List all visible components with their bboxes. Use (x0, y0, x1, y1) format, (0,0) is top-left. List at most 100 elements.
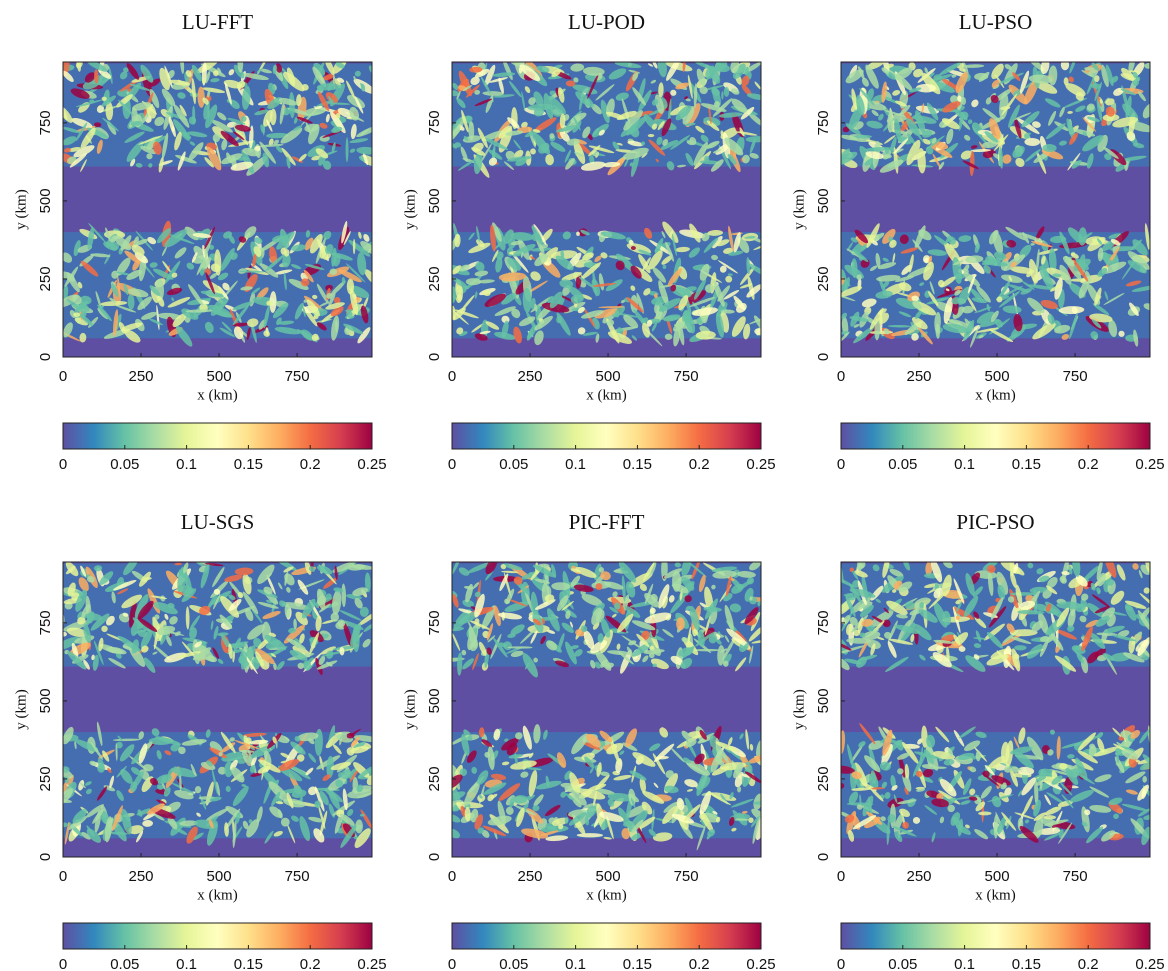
field-streak (901, 741, 919, 764)
field-streak (913, 115, 937, 124)
field-streak (81, 603, 91, 619)
field-streak (86, 828, 102, 843)
field-streak (512, 243, 536, 257)
field-streak (648, 652, 655, 659)
field-streak (300, 278, 310, 287)
field-streak (694, 278, 707, 300)
field-streak (699, 790, 712, 815)
field-streak (204, 157, 214, 168)
field-streak (465, 278, 482, 286)
field-streak (179, 820, 198, 827)
field-streak (663, 801, 678, 813)
field-streak (1067, 110, 1073, 114)
field-streak (147, 803, 165, 815)
field-streak (137, 296, 152, 311)
field-streak (1040, 62, 1050, 75)
field-streak (650, 658, 669, 670)
field-streak (595, 84, 615, 101)
field-streak (498, 272, 527, 282)
field-streak (554, 660, 570, 668)
field-streak (724, 137, 744, 156)
field-streak (904, 763, 910, 779)
field-streak (181, 739, 207, 746)
field-streak (670, 135, 691, 150)
field-streak (913, 68, 923, 78)
field-streak (1073, 259, 1089, 282)
field-streak (329, 102, 351, 105)
field-streak (149, 262, 158, 268)
field-streak (1033, 799, 1041, 817)
field-streak (364, 269, 372, 286)
field-streak (533, 618, 542, 626)
field-streak (892, 252, 896, 263)
field-streak (63, 767, 73, 779)
field-streak (741, 810, 748, 814)
field-streak (750, 815, 760, 828)
field-streak (473, 152, 483, 175)
field-streak (583, 630, 595, 650)
field-streak (1049, 284, 1063, 292)
field-streak (898, 282, 912, 292)
field-streak (1056, 735, 1061, 760)
field-streak (670, 284, 677, 292)
field-streak (159, 67, 171, 91)
field-streak (229, 99, 240, 110)
field-streak (506, 598, 528, 607)
field-streak (1120, 88, 1137, 96)
field-streak (963, 264, 970, 272)
field-streak (1046, 792, 1065, 804)
field-streak (1089, 804, 1112, 813)
field-streak (666, 62, 681, 81)
x-tick-label: 0 (837, 368, 845, 385)
x-tick-label: 500 (207, 868, 232, 885)
field-streak (861, 298, 877, 308)
field-streak (997, 285, 1009, 299)
field-streak (942, 101, 961, 113)
field-streak (309, 632, 320, 655)
field-streak (573, 116, 581, 131)
field-streak (668, 595, 675, 603)
field-streak (942, 610, 952, 626)
field-streak (658, 584, 670, 609)
field-streak (213, 70, 219, 77)
x-tick-label: 250 (907, 368, 932, 385)
field-streak (137, 617, 158, 633)
colorbar (840, 422, 1151, 450)
field-streak (895, 67, 913, 81)
colorbar (62, 422, 373, 450)
field-streak (881, 95, 900, 104)
field-streak (842, 615, 851, 625)
field-streak (974, 72, 989, 81)
field-streak (743, 643, 748, 651)
field-streak (276, 661, 285, 670)
field-streak (333, 587, 344, 593)
field-streak (701, 232, 710, 242)
field-streak (960, 96, 967, 105)
field-streak (273, 830, 283, 837)
field-streak (274, 269, 293, 275)
field-streak (625, 728, 637, 748)
field-streak (1061, 334, 1070, 340)
field-streak (841, 312, 847, 320)
field-streak (481, 605, 496, 630)
field-streak (850, 311, 860, 327)
field-streak (711, 584, 716, 590)
field-streak (915, 310, 922, 319)
field-streak (277, 809, 283, 819)
field-streak (1056, 601, 1082, 610)
field-streak (740, 106, 755, 120)
field-streak (841, 151, 858, 166)
field-streak (113, 579, 137, 591)
field-streak (521, 91, 526, 111)
field-streak (460, 146, 468, 163)
field-streak (511, 308, 521, 319)
field-streak (312, 294, 318, 300)
field-streak (969, 788, 976, 796)
field-streak (1125, 605, 1134, 611)
field-streak (362, 152, 369, 166)
field-streak (981, 772, 1000, 787)
field-streak (189, 627, 197, 640)
field-streak (990, 597, 1004, 620)
field-streak (452, 117, 462, 132)
field-streak (963, 319, 975, 341)
